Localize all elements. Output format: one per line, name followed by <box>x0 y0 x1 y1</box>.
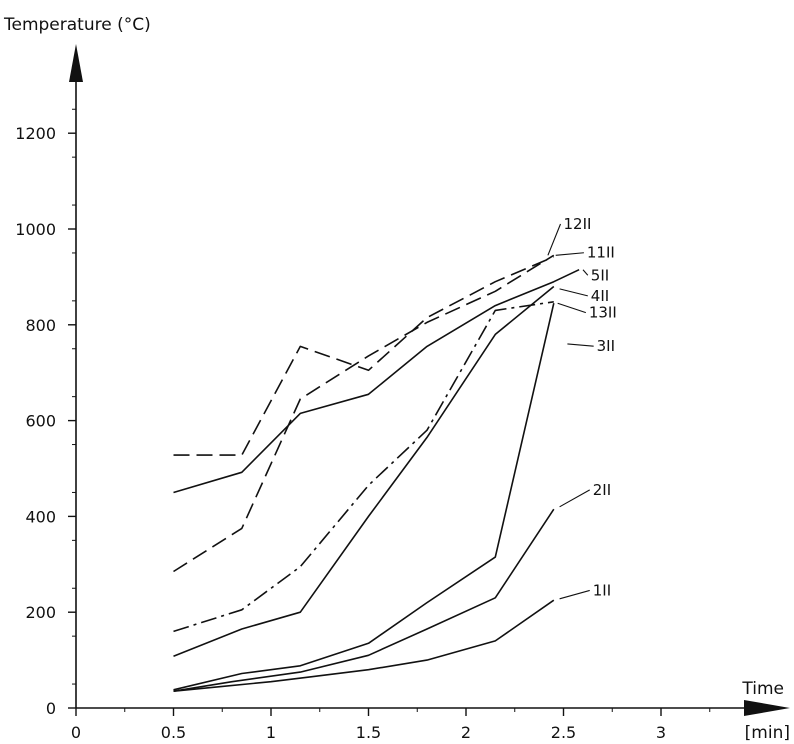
y-axis-arrow-icon <box>69 44 83 82</box>
y-tick-label: 200 <box>25 603 56 622</box>
series-line <box>173 268 580 494</box>
series-13II: 13II <box>173 285 617 658</box>
y-axis-title: Temperature (°C) <box>3 15 151 35</box>
series-leader-line <box>567 343 594 347</box>
y-tick-label: 1000 <box>15 220 56 239</box>
series-leader-line <box>559 589 590 600</box>
x-tick-label: 1 <box>266 723 276 742</box>
series-label: 13II <box>589 304 617 322</box>
y-tick-label: 600 <box>25 412 56 431</box>
series-3II: 3II <box>173 303 615 691</box>
series-5II: 5II <box>173 266 609 494</box>
series-2II: 2II <box>173 481 611 692</box>
x-tick-label: 2.5 <box>551 723 576 742</box>
series-label: 2II <box>593 481 611 499</box>
y-tick-label: 0 <box>46 699 56 718</box>
series-line <box>173 599 555 692</box>
series-line <box>173 254 555 573</box>
x-tick-label: 0.5 <box>161 723 186 742</box>
y-tick-label: 800 <box>25 316 56 335</box>
series-line <box>173 301 554 633</box>
series-11II: 11II <box>173 244 615 573</box>
series-leader-line <box>555 252 584 256</box>
series-label: 4II <box>591 287 609 305</box>
y-ticks: 0 200 400 600 800 1000 1200 <box>15 108 76 718</box>
x-tick-label: 3 <box>656 723 666 742</box>
x-axis-arrow-icon <box>744 700 790 716</box>
series-label: 12II <box>564 215 592 233</box>
series-4II: 4II <box>173 287 609 633</box>
x-tick-label: 1.5 <box>356 723 381 742</box>
series-label: 11II <box>587 244 615 262</box>
x-axis: 0 0.5 1 1.5 2 2.5 3 <box>71 700 790 742</box>
series-leader-line <box>559 288 588 297</box>
x-axis-unit: [min] <box>745 723 790 743</box>
y-tick-label: 1200 <box>15 124 56 143</box>
x-axis-title: Time <box>741 679 784 699</box>
series-1II: 1II <box>173 581 611 692</box>
series-line <box>173 508 555 692</box>
y-tick-label: 400 <box>25 507 56 526</box>
series-label: 3II <box>597 337 615 355</box>
series-leader-line <box>557 302 587 314</box>
series-label: 1II <box>593 581 611 599</box>
x-ticks: 0 0.5 1 1.5 2 2.5 3 <box>71 708 711 742</box>
series-leader-line <box>582 269 589 276</box>
series-leader-line <box>547 223 562 256</box>
series-line <box>173 303 555 691</box>
series-12II: 12II <box>173 215 592 456</box>
series-leader-line <box>559 489 591 508</box>
series-label: 5II <box>591 266 609 284</box>
y-axis: 0 200 400 600 800 1000 1200 <box>15 44 83 718</box>
series-line <box>173 256 555 456</box>
series-line <box>173 285 555 658</box>
x-tick-label: 0 <box>71 723 81 742</box>
x-tick-label: 2 <box>461 723 471 742</box>
